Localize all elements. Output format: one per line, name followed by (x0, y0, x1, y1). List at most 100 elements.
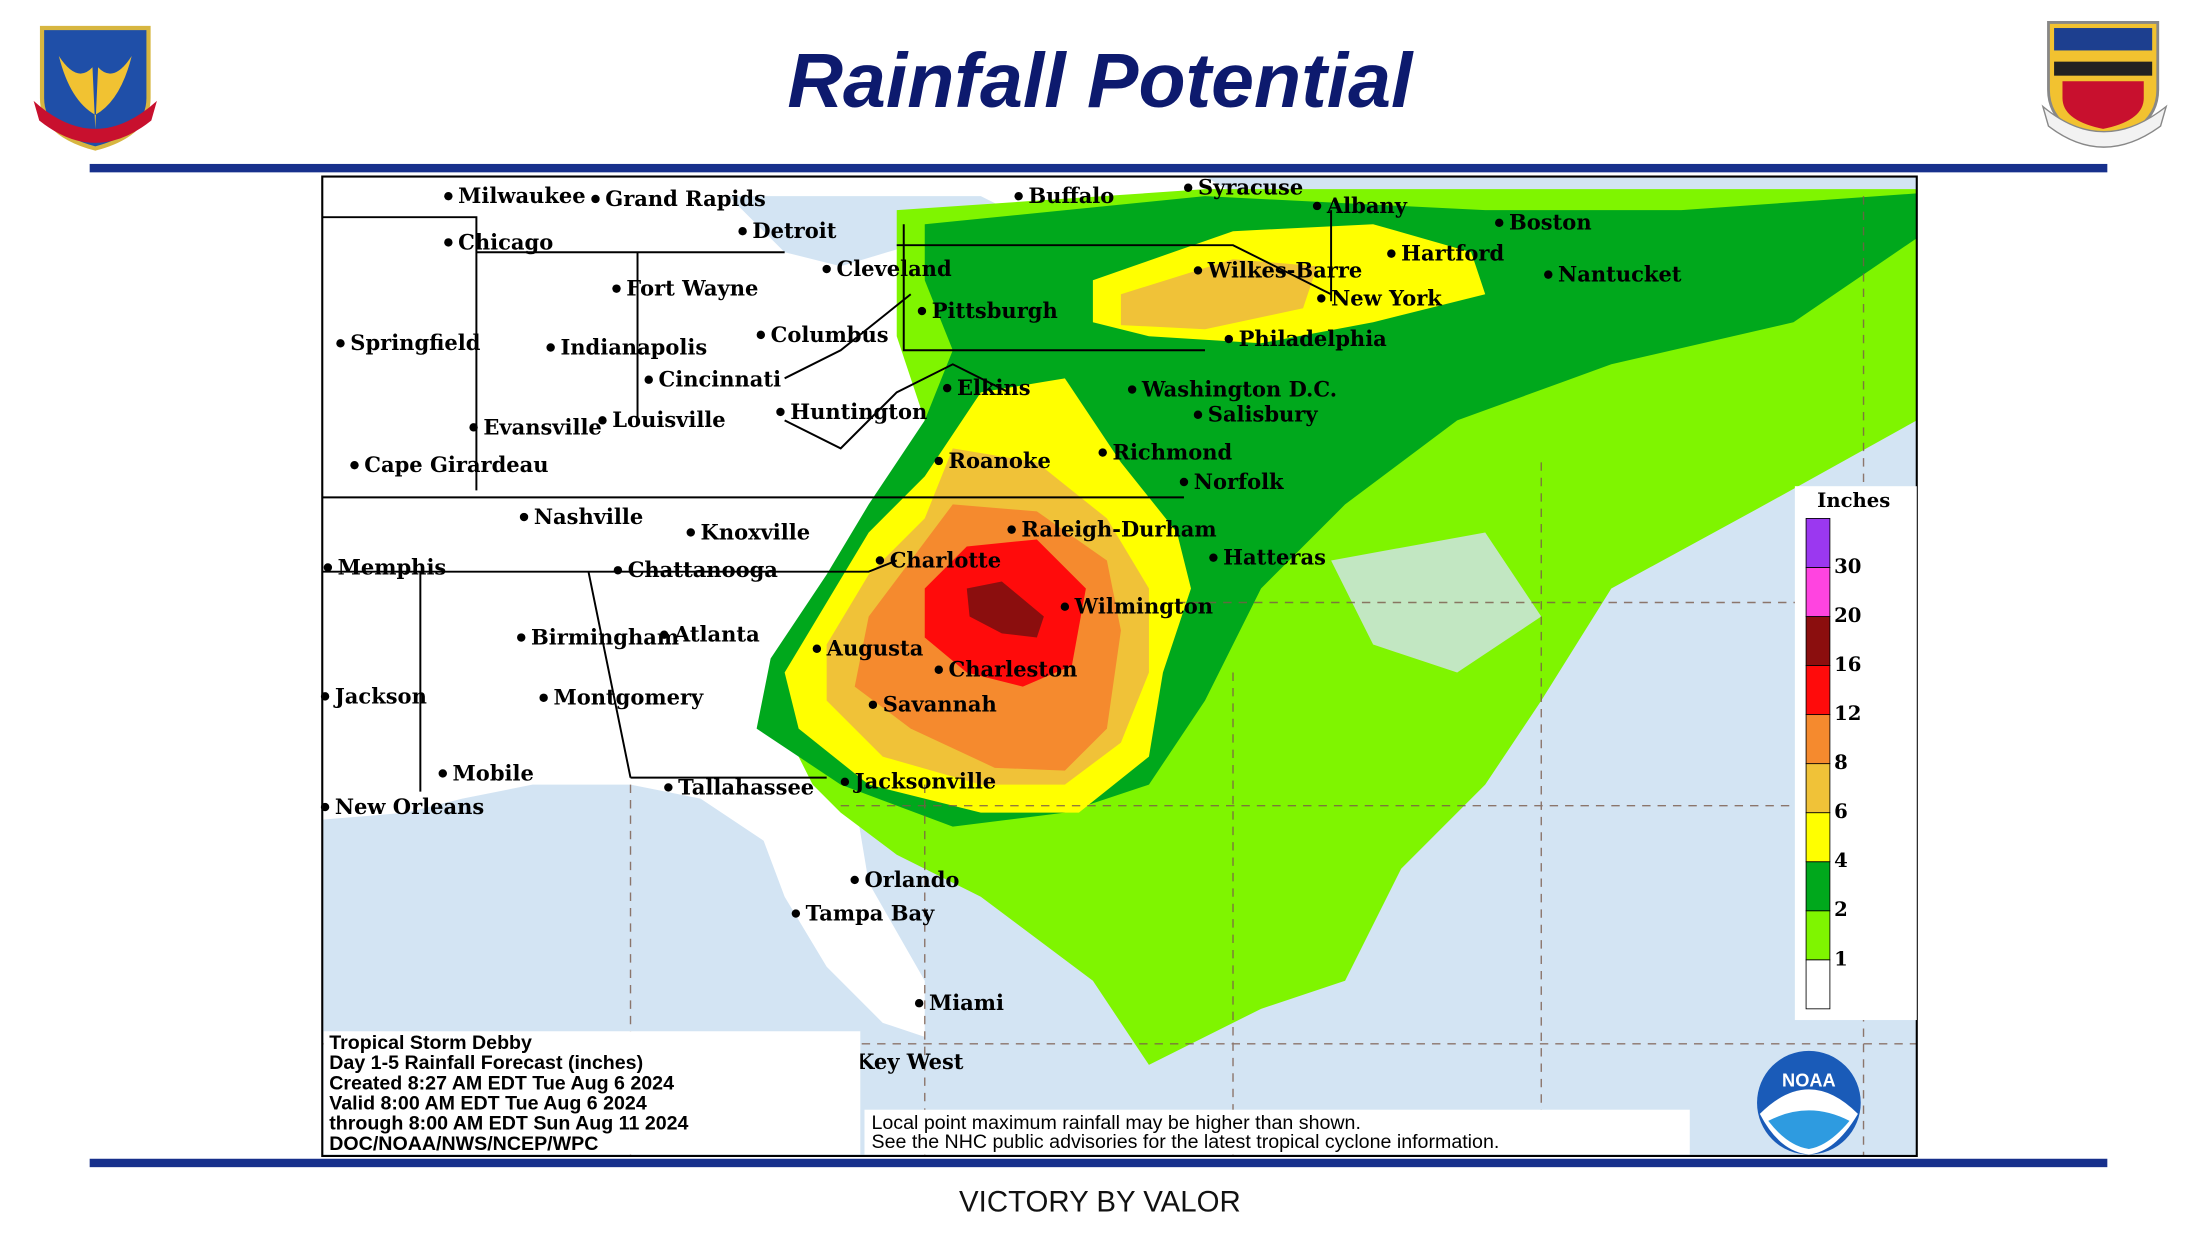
legend-label: 4 (1834, 849, 1848, 872)
note-line: See the NHC public advisories for the la… (872, 1131, 1500, 1153)
city-dot (1098, 448, 1107, 457)
city-dot (1495, 218, 1504, 227)
city-dot (1014, 191, 1023, 201)
city-label: Columbus (771, 322, 889, 347)
city-label: Memphis (338, 554, 447, 579)
city-dot (444, 191, 453, 201)
city-label: Cape Girardeau (364, 452, 548, 477)
city-label: Knoxville (701, 519, 811, 544)
city-dot (612, 284, 621, 293)
city-label: Detroit (752, 218, 836, 243)
city-label: Chattanooga (628, 557, 779, 582)
city-label: Syracuse (1198, 175, 1303, 200)
city-dot (776, 407, 785, 417)
city-label: Montgomery (553, 685, 704, 710)
city-dot (822, 264, 831, 274)
city-label: Indianapolis (560, 334, 707, 359)
legend-swatch (1805, 910, 1831, 961)
city-label: Jackson (333, 683, 427, 708)
legend-label: 6 (1834, 800, 1848, 823)
city-label: Philadelphia (1239, 326, 1388, 351)
city-dot (934, 665, 943, 674)
wing-logo (2041, 21, 2168, 148)
city-dot (350, 460, 359, 470)
city-dot (1007, 525, 1016, 534)
legend-title: Inches (1817, 489, 1890, 512)
city-dot (644, 375, 653, 384)
legend-swatch (1805, 616, 1831, 666)
legend-swatch (1805, 812, 1831, 863)
city-dot (438, 769, 447, 778)
city-label: Jacksonville (853, 769, 996, 794)
city-dot (469, 423, 478, 432)
city-label: Cleveland (836, 256, 951, 281)
city-dot (320, 692, 330, 701)
legend-swatch (1805, 861, 1831, 912)
city-dot (517, 633, 526, 642)
city-label: Mobile (453, 760, 534, 785)
city-dot (942, 383, 952, 393)
legend-label: 1 (1834, 947, 1848, 970)
city-dot (868, 700, 878, 709)
city-label: Charleston (949, 657, 1078, 682)
city-dot (519, 512, 529, 522)
city-label: Wilkes-Barre (1207, 257, 1362, 282)
legend-label: 30 (1834, 555, 1861, 578)
city-label: Augusta (826, 636, 924, 661)
city-label: Fort Wayne (626, 276, 758, 301)
divider-top (89, 163, 2108, 173)
city-dot (1317, 294, 1326, 303)
city-dot (840, 777, 850, 787)
noaa-logo-text: NOAA (1782, 1071, 1836, 1091)
city-label: Atlanta (673, 622, 760, 647)
legend-label: 8 (1834, 751, 1848, 774)
city-dot (791, 909, 801, 918)
city-label: Raleigh-Durham (1021, 517, 1216, 542)
slide-title: Rainfall Potential (787, 38, 1414, 124)
city-label: Savannah (883, 692, 997, 717)
city-dot (591, 194, 600, 204)
city-label: Wilmington (1074, 594, 1213, 619)
city-label: Salisbury (1208, 402, 1319, 427)
legend-label: 20 (1834, 604, 1861, 627)
city-dot (613, 566, 623, 575)
city-dot (738, 226, 747, 236)
city-dot (1193, 410, 1203, 419)
city-dot (1193, 266, 1203, 275)
legend-swatch (1805, 665, 1831, 716)
city-dot (320, 802, 330, 812)
city-dot (1209, 553, 1218, 562)
city-dot (917, 306, 927, 316)
legend-label: 12 (1834, 702, 1861, 725)
city-dot (444, 238, 453, 247)
city-label: Hatteras (1223, 545, 1326, 570)
city-label: Pittsburgh (932, 298, 1058, 323)
city-dot (914, 999, 924, 1008)
city-dot (336, 339, 345, 348)
city-dot (812, 644, 822, 653)
city-label: Louisville (612, 407, 725, 432)
city-label: Orlando (865, 867, 960, 892)
map (322, 176, 1917, 1156)
city-label: New Orleans (335, 794, 484, 819)
note-text: Local point maximum rainfall may be high… (872, 1112, 1500, 1153)
note-box (864, 1109, 1690, 1155)
city-dot (756, 330, 766, 340)
city-label: Key West (856, 1049, 964, 1074)
info-line: Created 8:27 AM EDT Tue Aug 6 2024 (329, 1072, 674, 1094)
city-dot (1544, 270, 1553, 279)
info-line: Tropical Storm Debby (329, 1032, 532, 1054)
city-label: Huntington (790, 399, 927, 424)
city-label: Nashville (534, 504, 643, 529)
info-line: Day 1-5 Rainfall Forecast (inches) (329, 1052, 643, 1074)
city-dot (659, 630, 669, 639)
legend-label: 16 (1834, 653, 1861, 676)
acc-logo (33, 25, 157, 151)
note-line: Local point maximum rainfall may be high… (872, 1112, 1361, 1134)
city-label: Nantucket (1558, 262, 1682, 287)
info-line: through 8:00 AM EDT Sun Aug 11 2024 (329, 1113, 688, 1135)
city-dot (664, 783, 673, 792)
city-label: Tallahassee (678, 774, 814, 799)
